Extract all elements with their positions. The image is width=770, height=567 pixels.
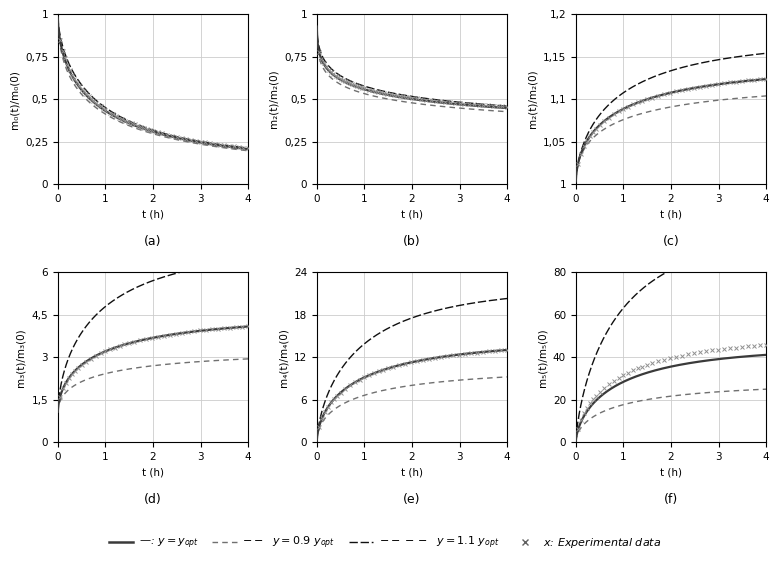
X-axis label: t (h): t (h): [401, 468, 423, 477]
Text: (f): (f): [664, 493, 678, 506]
Y-axis label: m₃(t)/m₃(0): m₃(t)/m₃(0): [16, 328, 26, 387]
Text: (e): (e): [403, 493, 420, 506]
Y-axis label: m₄(t)/m₄(0): m₄(t)/m₄(0): [278, 328, 288, 387]
X-axis label: t (h): t (h): [660, 468, 682, 477]
Text: (c): (c): [662, 235, 679, 248]
X-axis label: t (h): t (h): [142, 468, 164, 477]
Y-axis label: m₂(t)/m₂(0): m₂(t)/m₂(0): [527, 70, 537, 128]
X-axis label: t (h): t (h): [142, 209, 164, 219]
Legend: $—$: $y = y_{opt}$, $- -$  $y = 0.9\ y_{opt}$, $----$  $y = 1.1\ y_{opt}$, $x$: : $—$: $y = y_{opt}$, $- -$ $y = 0.9\ y_{o…: [105, 531, 665, 556]
Text: (b): (b): [403, 235, 420, 248]
X-axis label: t (h): t (h): [401, 209, 423, 219]
Y-axis label: m₂(t)/m₂(0): m₂(t)/m₂(0): [268, 70, 278, 128]
Text: (d): (d): [144, 493, 162, 506]
Y-axis label: m₅(t)/m₅(0): m₅(t)/m₅(0): [537, 328, 547, 387]
Y-axis label: m₀(t)/m₀(0): m₀(t)/m₀(0): [9, 70, 19, 129]
X-axis label: t (h): t (h): [660, 209, 682, 219]
Text: (a): (a): [144, 235, 162, 248]
